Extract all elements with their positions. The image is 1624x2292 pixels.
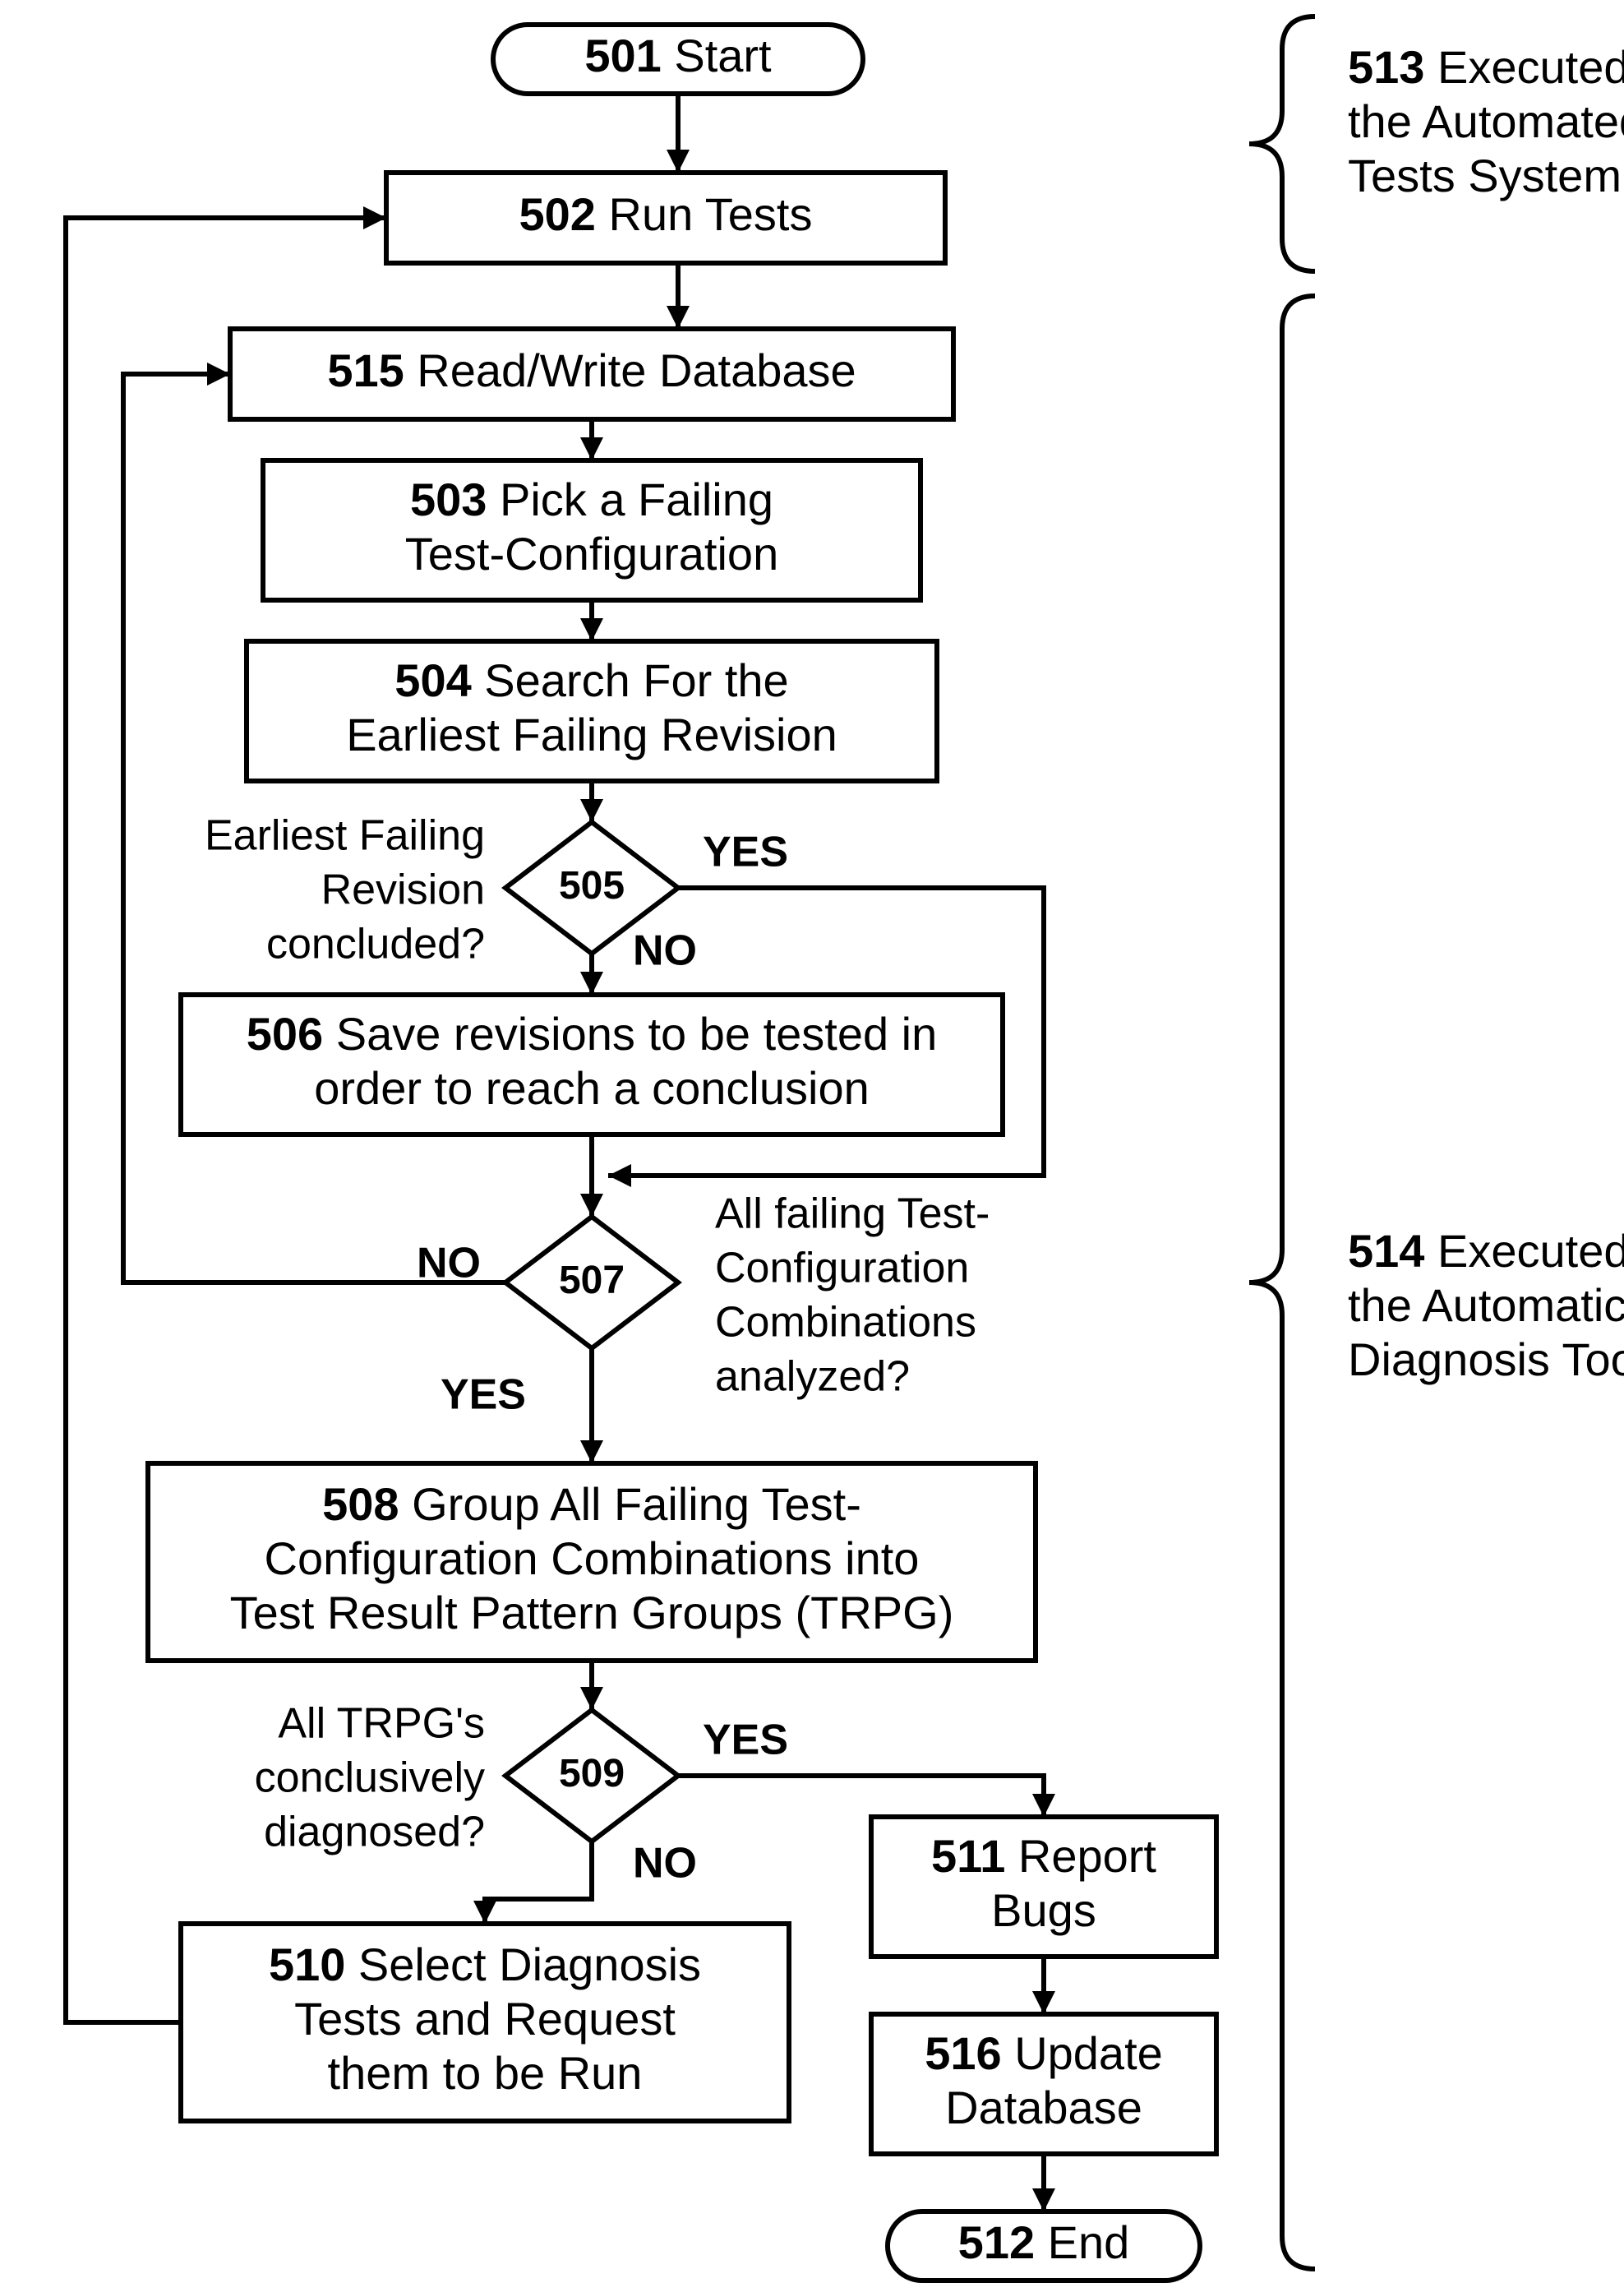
arrowhead <box>1032 1794 1055 1817</box>
arrowhead <box>580 972 603 995</box>
decision-question: All TRPG's <box>278 1700 485 1748</box>
edge-line <box>485 1841 592 1924</box>
yes-label: YES <box>703 1717 788 1764</box>
svg-text:508 Group All Failing Test-: 508 Group All Failing Test- <box>322 1478 861 1530</box>
arrowhead <box>1032 2188 1055 2211</box>
arrowhead <box>580 1440 603 1463</box>
edge-e1 <box>667 94 690 173</box>
edge-line <box>678 1776 1044 1817</box>
edge-e509no <box>473 1841 592 1924</box>
svg-text:Test-Configuration: Test-Configuration <box>405 528 778 580</box>
svg-text:516 Update: 516 Update <box>925 2027 1163 2079</box>
svg-text:503 Pick a Failing: 503 Pick a Failing <box>410 474 773 525</box>
decision-question: Earliest Failing <box>205 812 485 860</box>
svg-text:Configuration Combinations int: Configuration Combinations into <box>265 1532 920 1584</box>
yes-label: YES <box>703 829 788 876</box>
edge-e2 <box>667 263 690 329</box>
decision-question: Revision <box>321 866 485 914</box>
arrowhead <box>207 363 230 386</box>
node-n506: 506 Save revisions to be tested inorder … <box>181 995 1003 1134</box>
node-n505: 505 Earliest Failing Revision concluded? YES… <box>205 812 788 975</box>
node-n508: 508 Group All Failing Test-Configuration… <box>148 1463 1036 1661</box>
decision-question: concluded? <box>266 921 485 968</box>
node-n504: 504 Search For theEarliest Failing Revis… <box>247 641 937 781</box>
node-n507: 507 All failing Test- Configuration Combina… <box>417 1190 990 1419</box>
svg-text:502 Run Tests: 502 Run Tests <box>519 188 813 240</box>
svg-text:Database: Database <box>945 2082 1142 2133</box>
edge-e11 <box>1032 1957 1055 2014</box>
svg-text:order to reach a conclusion: order to reach a conclusion <box>314 1062 870 1114</box>
svg-text:Bugs: Bugs <box>991 1884 1096 1936</box>
annotation-a514: 514 Executed bythe AutomaticDiagnosis To… <box>1249 296 1624 2269</box>
decision-question: Combinations <box>715 1299 976 1347</box>
edge-e4 <box>580 600 603 641</box>
node-n501: 501 Start <box>493 25 863 94</box>
edge-e509yes <box>678 1776 1055 1817</box>
arrowhead <box>580 1687 603 1710</box>
edge-e507yes <box>580 1348 603 1463</box>
arrowhead <box>580 618 603 641</box>
svg-text:505: 505 <box>559 864 625 908</box>
svg-text:510 Select Diagnosis: 510 Select Diagnosis <box>269 1938 701 1990</box>
svg-text:501 Start: 501 Start <box>584 30 772 81</box>
decision-question: conclusively <box>255 1754 485 1802</box>
node-n511: 511 ReportBugs <box>871 1817 1216 1957</box>
arrowhead <box>473 1901 496 1924</box>
no-label: NO <box>633 1840 697 1888</box>
svg-text:Test Result Pattern Groups (TR: Test Result Pattern Groups (TRPG) <box>230 1587 954 1638</box>
edge-e3 <box>580 419 603 460</box>
svg-text:511 Report: 511 Report <box>931 1830 1156 1882</box>
annotation-text: 514 Executed by <box>1348 1225 1624 1277</box>
svg-text:504 Search For the: 504 Search For the <box>394 654 788 706</box>
decision-question: diagnosed? <box>264 1809 485 1856</box>
arrowhead <box>667 306 690 329</box>
node-n509: 509 All TRPG's conclusively diagnosed? YES NO <box>255 1700 788 1888</box>
no-label: NO <box>633 927 697 975</box>
edge-e8 <box>580 1661 603 1710</box>
decision-question: All failing Test- <box>715 1190 990 1238</box>
svg-text:507: 507 <box>559 1259 625 1302</box>
node-n502: 502 Run Tests <box>386 173 945 263</box>
node-n503: 503 Pick a FailingTest-Configuration <box>263 460 920 600</box>
annotation-text: 513 Executed by <box>1348 41 1624 93</box>
node-n515: 515 Read/Write Database <box>230 329 953 419</box>
decision-question: Configuration <box>715 1245 969 1292</box>
arrowhead <box>608 1164 631 1187</box>
svg-text:Tests and Request: Tests and Request <box>294 1993 676 2045</box>
brace <box>1249 296 1315 2269</box>
node-n512: 512 End <box>888 2211 1200 2280</box>
decision-question: analyzed? <box>715 1353 910 1401</box>
arrowhead <box>667 150 690 173</box>
arrowhead <box>580 1194 603 1217</box>
node-n516: 516 UpdateDatabase <box>871 2014 1216 2154</box>
annotation-text: the Automated <box>1348 95 1624 147</box>
annotation-text: Tests System <box>1348 150 1622 201</box>
edge-e12 <box>1032 2154 1055 2211</box>
edge-e505no <box>580 954 603 995</box>
svg-text:515 Read/Write Database: 515 Read/Write Database <box>327 344 856 396</box>
annotation-text: the Automatic <box>1348 1279 1624 1331</box>
node-n510: 510 Select DiagnosisTests and Requestthe… <box>181 1924 789 2121</box>
arrowhead <box>580 437 603 460</box>
svg-text:Earliest Failing Revision: Earliest Failing Revision <box>346 709 837 760</box>
svg-text:509: 509 <box>559 1752 625 1795</box>
svg-text:506 Save revisions to be teste: 506 Save revisions to be tested in <box>247 1008 938 1060</box>
arrowhead <box>580 799 603 822</box>
svg-text:them to be Run: them to be Run <box>328 2047 643 2099</box>
annotation-a513: 513 Executed bythe AutomatedTests System <box>1249 16 1624 271</box>
brace <box>1249 16 1315 271</box>
arrowhead <box>1032 1991 1055 2014</box>
edge-e506down <box>580 1134 603 1217</box>
yes-label: YES <box>441 1371 526 1419</box>
arrowhead <box>363 206 386 229</box>
svg-text:512 End: 512 End <box>958 2216 1130 2268</box>
annotation-text: Diagnosis Tool <box>1348 1333 1624 1385</box>
edge-e5 <box>580 781 603 822</box>
